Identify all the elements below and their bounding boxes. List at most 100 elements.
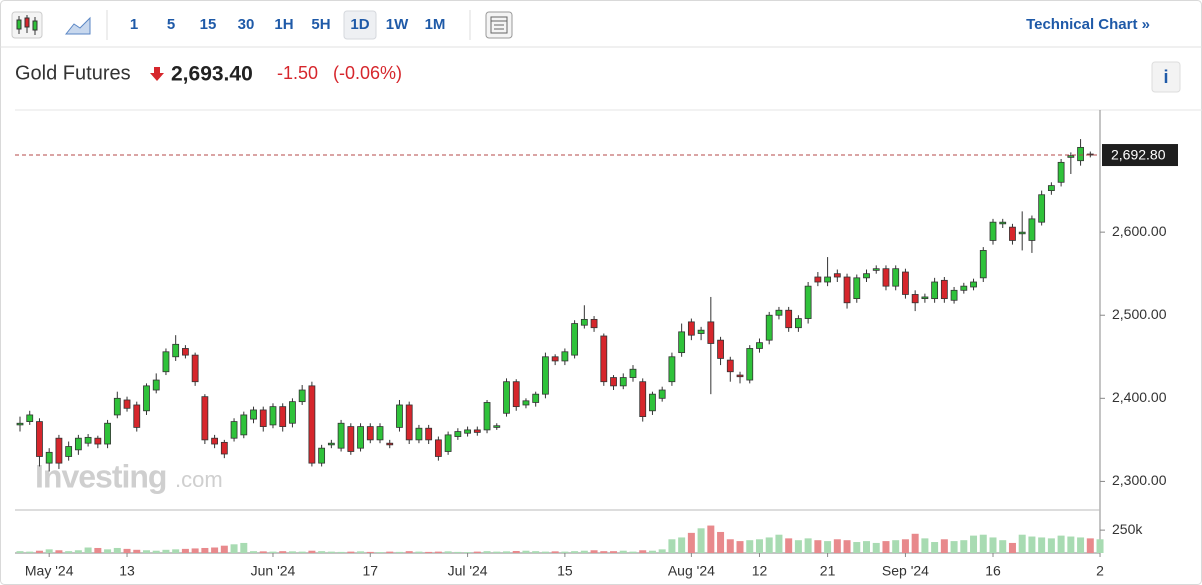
candle-body (736, 374, 744, 378)
candle-body (571, 323, 579, 356)
interval-button[interactable]: 1H (274, 16, 293, 33)
candle-body (590, 318, 598, 329)
x-tick-label: Aug '24 (668, 563, 715, 579)
candle-body (561, 351, 569, 362)
interval-button[interactable]: 1W (386, 16, 409, 33)
interval-button[interactable]: 1D (350, 16, 369, 33)
volume-bar (26, 551, 34, 553)
candle-body (162, 351, 170, 373)
technical-chart-link[interactable]: Technical Chart » (1026, 16, 1150, 33)
volume-bar (687, 532, 695, 553)
candle-body (1009, 226, 1016, 241)
volume-bar (794, 540, 802, 553)
candle-body (357, 426, 364, 449)
candle-body (45, 451, 53, 464)
volume-bar (162, 549, 170, 553)
candle-body (26, 414, 34, 422)
candle-body (765, 314, 773, 341)
candle-body (532, 393, 540, 403)
selected-interval[interactable] (343, 10, 377, 40)
volume-bar (347, 551, 355, 553)
candle-body (230, 421, 238, 439)
candle-body (512, 381, 520, 408)
candle-body (415, 427, 423, 441)
candle-body (405, 404, 413, 441)
area-icon[interactable] (64, 16, 91, 35)
volume-bar (580, 550, 588, 553)
volume-bar (74, 550, 82, 553)
candle-body (113, 397, 121, 416)
candle-body (347, 426, 355, 452)
candle-body (94, 437, 102, 445)
interval-button[interactable]: 1M (425, 16, 446, 33)
interval-button[interactable]: 5 (167, 16, 175, 33)
candle-body (795, 318, 802, 329)
info-icon[interactable]: i (1163, 67, 1168, 87)
volume-bar (697, 528, 705, 553)
candle-body (551, 356, 559, 362)
layout-icon[interactable] (485, 11, 513, 39)
candle-body (250, 409, 257, 420)
x-tick-label: Jun '24 (251, 563, 296, 579)
candle-body (318, 447, 326, 464)
candle-body (833, 273, 841, 278)
candle-body (522, 400, 530, 406)
candle-body (74, 437, 82, 451)
candle-body (1018, 231, 1026, 235)
volume-bar (629, 551, 637, 553)
candle-body (697, 329, 705, 334)
volume-bar (970, 535, 978, 553)
candle-body (386, 442, 394, 446)
candle-body (687, 321, 695, 336)
info-button[interactable] (1151, 61, 1181, 93)
y-tick-label: 2,500.00 (1112, 306, 1167, 322)
candle-body (425, 427, 433, 441)
current-price-label: 2,692.80 (1111, 147, 1166, 163)
volume-bar (464, 552, 472, 553)
candle-body (240, 414, 248, 436)
volume-bar (658, 549, 666, 553)
volume-bar (308, 550, 316, 553)
volume-bar (84, 547, 92, 553)
volume-bar (1077, 537, 1085, 553)
volume-bar (1086, 538, 1094, 553)
candle-icon[interactable] (11, 11, 43, 39)
y-tick-label: 2,600.00 (1112, 223, 1167, 239)
volume-bar (726, 539, 734, 553)
icon-body (24, 17, 30, 28)
volume-bar (259, 551, 267, 553)
volume-bar (337, 551, 345, 553)
candle-body (775, 309, 783, 316)
candle-body (327, 442, 335, 446)
volume-bar (425, 551, 433, 553)
volume-bar (142, 550, 150, 553)
candle-body (308, 385, 316, 464)
last-price: 2,693.40 (171, 63, 253, 86)
candle-body (619, 377, 627, 387)
volume-tick-label: 250k (1112, 521, 1143, 537)
volume-bar (405, 551, 413, 553)
volume-bar (357, 551, 365, 553)
candle-body (610, 377, 617, 387)
volume-bar (775, 534, 783, 553)
interval-button[interactable]: 1 (130, 16, 138, 33)
candle-body (979, 250, 987, 279)
volume-bar (541, 551, 549, 553)
candle-body (36, 421, 43, 457)
candle-body (542, 356, 549, 395)
volume-bar (1047, 538, 1055, 553)
interval-button[interactable]: 15 (200, 16, 217, 33)
interval-button[interactable]: 30 (238, 16, 255, 33)
volume-bar (298, 551, 306, 553)
candle-body (843, 276, 851, 304)
candle-body (16, 422, 24, 426)
volume-bar (717, 531, 725, 553)
interval-button[interactable]: 5H (311, 16, 330, 33)
candle-body (65, 446, 73, 457)
candle-body (259, 409, 267, 427)
volume-bar (473, 551, 481, 553)
candle-body (143, 385, 150, 412)
volume-bar (950, 541, 958, 553)
volume-bar (551, 551, 559, 553)
volume-bar (989, 537, 997, 553)
